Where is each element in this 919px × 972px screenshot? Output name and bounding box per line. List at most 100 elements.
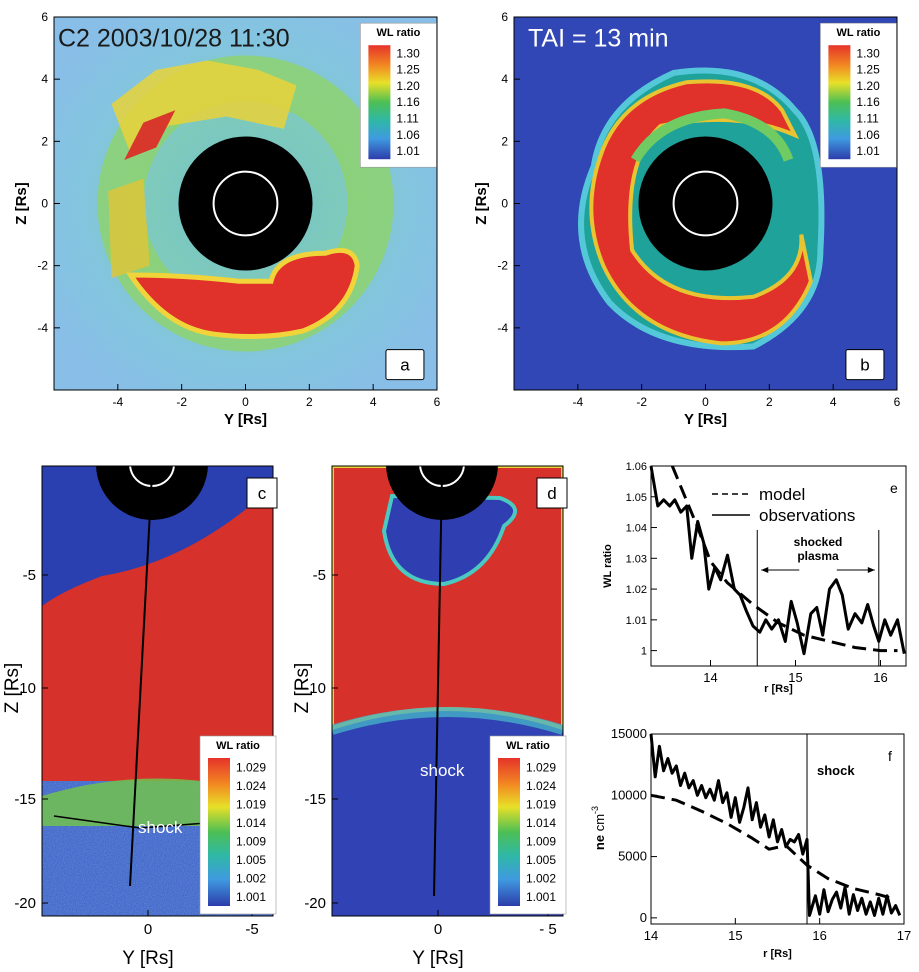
panel-d-ytick-label: -20 [304,895,326,912]
panel-f-frame [650,733,905,925]
chart-panel-d: -5 -10 -15 -20 0 - 5 Y [Rs] Z [Rs] d shock WL rati… [292,465,568,969]
panel-d-ytick-label: -10 [304,680,326,697]
panel-d-xtick-label: - 5 [539,921,557,938]
panel-b-legend-title: WL ratio [837,27,881,39]
panel-a-ytick-label: 2 [41,134,48,148]
panel-c-legend-label: 1.014 [236,816,266,830]
panel-d-ylabel: Z [Rs] [292,663,313,714]
panel-e-legend-label-model: model [759,485,805,504]
panel-e-ytick-label: 1.01 [626,615,647,627]
panel-f-xlabel: r [Rs] [763,948,792,960]
panel-d-xtick-label: 0 [434,921,442,938]
panel-f-series-observations [649,733,902,917]
panel-d-ytick-label: -5 [313,567,326,584]
panel-c-xlabel: Y [Rs] [122,948,173,969]
panel-e-ytick-label: 1.02 [626,584,647,596]
panel-a-occulter [178,136,313,271]
panel-a-legend-label: 1.16 [396,95,420,109]
panel-d-legend-label: 1.019 [526,797,556,811]
panel-a-xtick-label: -2 [176,395,187,409]
panel-f-ytick-label: 10000 [611,787,647,802]
panel-d-legend-label: 1.029 [526,760,556,774]
panel-e-ytick-label: 1 [641,646,647,658]
panel-f-ylabel: ne cm-3 [590,806,607,850]
panel-b-ytick-label: -2 [497,259,508,273]
panel-f-series-model [650,793,897,901]
panel-a-ylabel: Z [Rs] [13,182,30,225]
panel-a-legend-label: 1.06 [396,128,420,142]
panel-a-ytick-label: 0 [41,197,48,211]
panel-a-ytick-label: -2 [37,259,48,273]
panel-b-sun-limb [672,170,739,237]
panel-a-xlabel: Y [Rs] [224,411,267,428]
chart-panel-b: -4 -2 0 2 4 6 -4 -2 0 2 4 6 Y [Rs] Z [Rs] TAI = 13 min… [473,10,901,428]
panel-b-cme-body [589,79,813,346]
panel-b-occulter [638,136,773,271]
panel-b-label: b [860,356,869,375]
panel-e-xtick-label: 16 [873,670,887,685]
panel-b-xlabel: Y [Rs] [684,411,727,428]
panel-f-ytick-label: 15000 [611,726,647,741]
panel-a-legend-label: 1.20 [396,79,420,93]
panel-c-ytick-label: -10 [14,680,36,697]
chart-panel-f: 14 15 16 17 0 5000 10000 15000 r [Rs] f ne cm-3 sho… [590,726,911,960]
panel-e-label: e [890,480,898,496]
panel-a-ytick-label: 6 [41,10,48,24]
panel-d-cavity [381,493,517,587]
panel-d-legend-label: 1.001 [526,890,556,904]
panel-b-legend-label: 1.11 [856,112,879,126]
panel-c-image [42,466,273,916]
panel-c-ytick-label: -5 [23,567,36,584]
panel-a-xtick-label: 4 [370,395,377,409]
panel-b-legend-colorbar [828,45,851,160]
panel-f-xtick-label: 14 [644,928,658,943]
panel-d-legend-label: 1.002 [526,871,556,885]
panel-f-annotation: shock [817,763,855,778]
panel-f-xtick-label: 16 [812,928,826,943]
panel-a-label: a [400,356,410,375]
panel-b-ytick-label: 0 [501,197,508,211]
panel-e-xlabel: r [Rs] [764,683,793,695]
chart-panel-e: 14 15 16 1 1.01 1.02 1.03 1.04 1.05 1.06 r [Rs] e WL… [602,461,907,695]
panel-b-legend-label: 1.06 [856,128,880,142]
panel-e-ytick-label: 1.04 [626,523,647,535]
panel-a-xtick-label: 2 [306,395,313,409]
panel-c-annotation: shock [138,818,183,837]
panel-e-xtick-label: 14 [703,670,717,685]
panel-a-label-box [385,349,425,381]
panel-c-legend-label: 1.009 [236,834,266,848]
panel-a-legend-label: 1.11 [396,112,419,126]
panel-b-xtick-label: 0 [702,395,709,409]
panel-d-legend-label: 1.005 [526,853,556,867]
panel-f-xtick-label: 17 [897,928,911,943]
panel-a-legend-colorbar [368,45,391,160]
panel-a-overlay-text: C2 2003/10/28 11:30 [58,25,290,53]
panel-b-ytick-label: 4 [501,72,508,86]
panel-b-ytick-label: 6 [501,10,508,24]
panel-f-ytick-label: 0 [640,910,647,925]
panel-b-overlay-text: TAI = 13 min [528,25,669,53]
panel-d-label: d [547,484,556,503]
panel-e-arrowhead-right [867,567,875,573]
panel-e-annotation-line2: plasma [797,549,839,563]
panel-a-legend-title: WL ratio [377,27,421,39]
panel-e-legend-label-observations: observations [759,506,855,525]
panel-b-ylabel: Z [Rs] [473,182,490,225]
panel-a-loop-left [108,178,150,279]
panel-b-ytick-label: -4 [497,321,508,335]
panel-d-legend-label: 1.024 [526,779,556,793]
panel-e-series-observations [649,465,906,656]
panel-a-xtick-label: 6 [434,395,441,409]
panel-c-frame [41,465,274,917]
panel-a-loop-red [124,110,176,160]
panel-e-series-model [670,465,898,653]
panel-d-label-box [536,477,568,509]
panel-c-legend-label: 1.002 [236,871,266,885]
panel-c-label: c [258,484,267,503]
panel-b-xtick-label: -2 [636,395,647,409]
panel-c-blue-cap [42,466,273,606]
panel-c-legend-label: 1.029 [236,760,266,774]
panel-b-ytick-label: 2 [501,134,508,148]
panel-c-legend-label: 1.005 [236,853,266,867]
